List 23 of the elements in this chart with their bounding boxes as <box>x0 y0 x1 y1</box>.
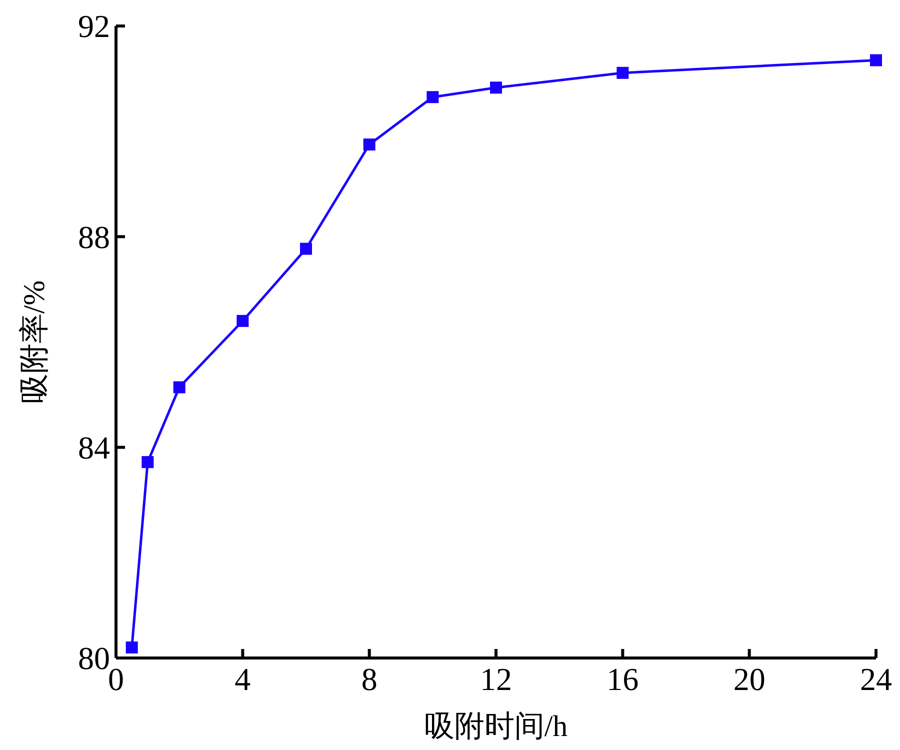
point <box>300 242 312 255</box>
point <box>870 54 882 66</box>
point <box>236 314 249 327</box>
point <box>173 381 186 394</box>
y-tick-label: 88 <box>78 218 110 255</box>
x-tick-label: 4 <box>234 661 251 697</box>
point <box>126 641 138 654</box>
point <box>426 91 439 104</box>
x-tick-label: 0 <box>108 661 124 697</box>
x-tick-label: 8 <box>361 661 378 697</box>
x-tick-label: 16 <box>606 661 639 697</box>
y-tick-label: 80 <box>78 640 110 676</box>
point <box>142 456 154 468</box>
x-tick-label: 24 <box>860 661 892 697</box>
point <box>490 82 502 94</box>
point <box>616 66 629 79</box>
x-axis-title: 吸附时间/h <box>424 710 568 743</box>
y-tick-label: 84 <box>78 430 110 466</box>
y-axis-title: 吸附率/% <box>18 280 51 404</box>
x-tick-label: 12 <box>480 661 512 697</box>
y-tick-label: 92 <box>78 8 110 44</box>
x-tick-label: 20 <box>733 661 766 697</box>
point <box>363 138 376 150</box>
